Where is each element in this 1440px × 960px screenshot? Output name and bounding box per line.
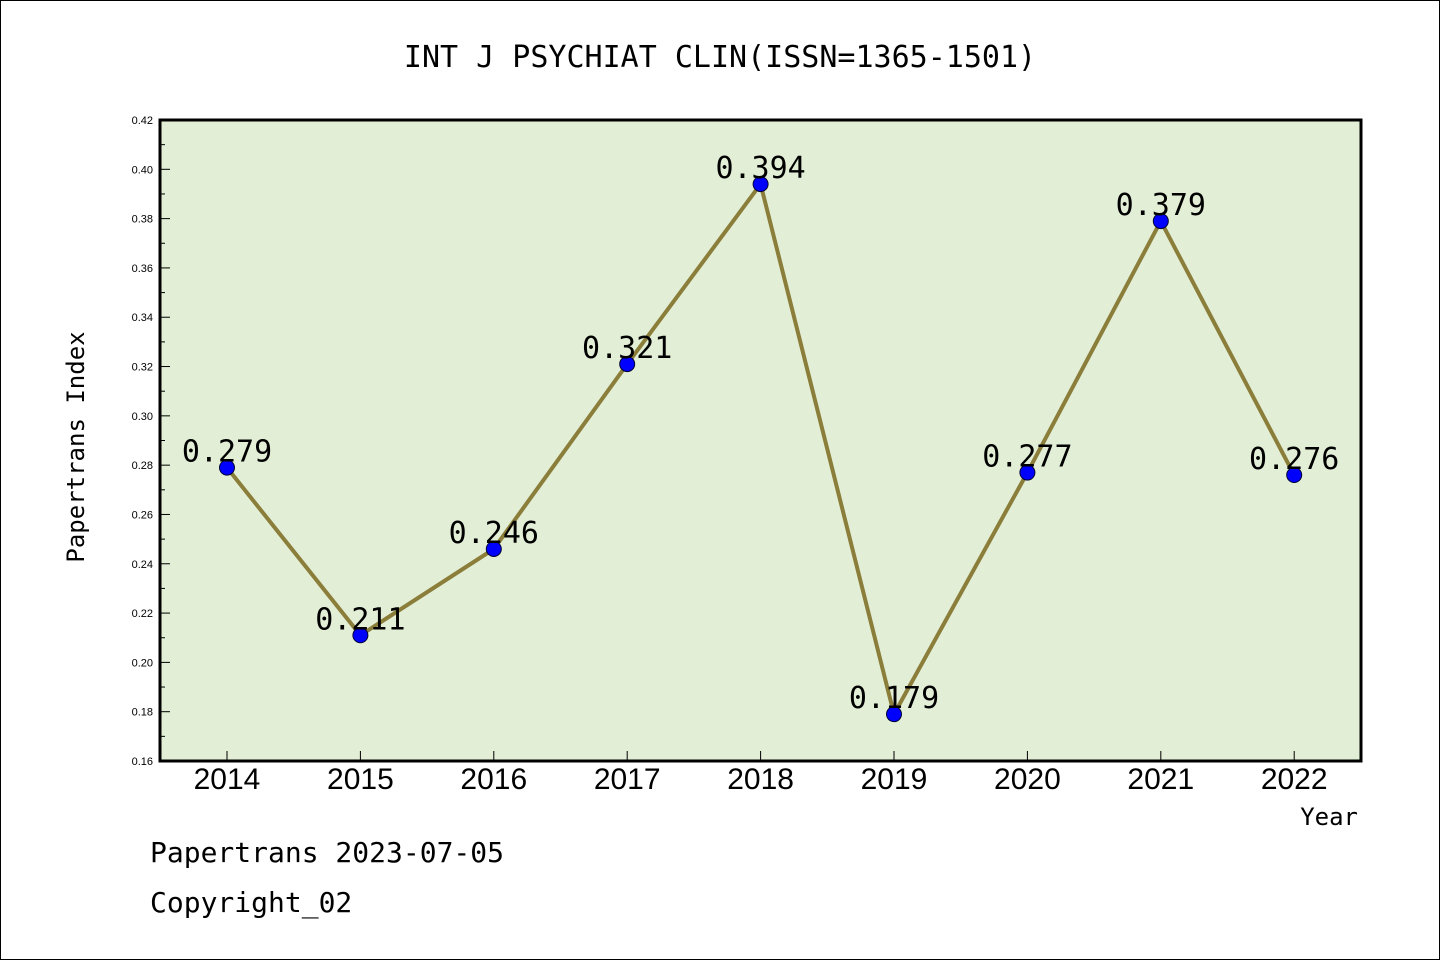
data-label: 0.394 xyxy=(715,151,805,186)
data-label: 0.179 xyxy=(849,681,939,716)
y-axis-ticks: 0.16 0.18 0.20 0.22 0.24 0.26 0.28 0.30 0.32 0.34… xyxy=(132,115,170,768)
y-tick-label: 0.32 xyxy=(132,362,153,374)
y-tick-label: 0.24 xyxy=(132,559,153,571)
x-tick-label: 2016 xyxy=(460,763,527,796)
chart-title: INT J PSYCHIAT CLIN(ISSN=1365-1501) xyxy=(404,40,1036,75)
data-label: 0.379 xyxy=(1116,188,1206,223)
y-tick-label: 0.42 xyxy=(132,115,153,127)
x-tick-label: 2017 xyxy=(594,763,661,796)
x-axis-label: Year xyxy=(1300,803,1358,831)
data-point xyxy=(619,356,636,373)
x-tick-label: 2015 xyxy=(327,763,394,796)
data-label: 0.279 xyxy=(182,435,272,470)
y-tick-label: 0.38 xyxy=(132,214,153,226)
y-tick-label: 0.20 xyxy=(132,657,153,669)
x-axis-ticks: 2014 2015 2016 2017 2018 2019 2020 2021 2022 xyxy=(194,751,1328,796)
x-tick-label: 2018 xyxy=(727,763,794,796)
data-label: 0.211 xyxy=(315,602,405,637)
data-point xyxy=(752,176,769,193)
footer-copyright: Copyright_02 xyxy=(150,886,353,919)
y-tick-label: 0.40 xyxy=(132,164,153,176)
footer-date: Papertrans 2023-07-05 xyxy=(150,836,505,869)
data-point xyxy=(1152,213,1169,230)
data-point xyxy=(485,540,502,557)
y-tick-label: 0.26 xyxy=(132,509,153,521)
y-tick-label: 0.16 xyxy=(132,756,153,768)
y-tick-label: 0.30 xyxy=(132,411,153,423)
y-tick-label: 0.28 xyxy=(132,460,153,472)
data-point xyxy=(352,627,369,644)
data-point xyxy=(1019,464,1036,481)
data-point xyxy=(1286,467,1303,484)
y-tick-label: 0.18 xyxy=(132,707,153,719)
data-series: 0.279 0.211 0.246 0.321 0.394 0.179 0.277 0.379… xyxy=(182,151,1339,723)
x-tick-label: 2021 xyxy=(1127,763,1194,796)
y-tick-label: 0.36 xyxy=(132,263,153,275)
data-label: 0.276 xyxy=(1249,442,1339,477)
y-tick-label: 0.34 xyxy=(132,312,153,324)
x-tick-label: 2014 xyxy=(194,763,261,796)
data-label: 0.246 xyxy=(449,516,539,551)
y-tick-label: 0.22 xyxy=(132,608,153,620)
x-tick-label: 2019 xyxy=(861,763,928,796)
data-point xyxy=(219,459,235,476)
x-tick-label: 2022 xyxy=(1261,763,1328,796)
data-point xyxy=(886,706,902,723)
y-axis-label: Papertrans Index xyxy=(62,331,90,562)
x-tick-label: 2020 xyxy=(994,763,1061,796)
data-label: 0.277 xyxy=(982,440,1072,475)
data-label: 0.321 xyxy=(582,331,672,366)
